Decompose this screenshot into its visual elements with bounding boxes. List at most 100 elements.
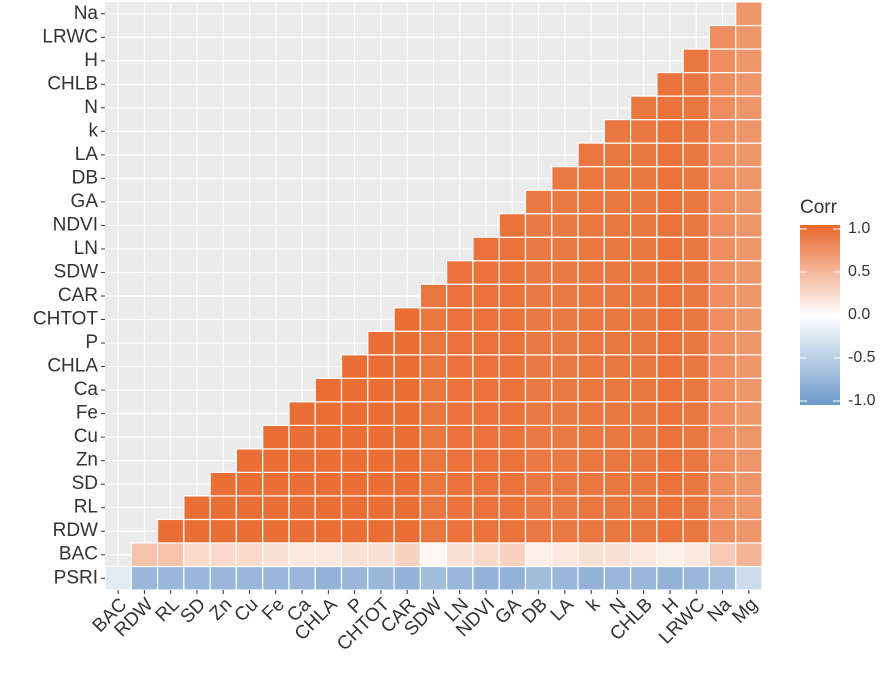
y-tick-label: PSRI — [54, 567, 98, 588]
y-tick-label: LA — [75, 144, 99, 165]
cell — [629, 495, 658, 521]
cell — [656, 260, 684, 285]
cell — [393, 424, 421, 450]
cell — [262, 565, 290, 591]
cell — [603, 565, 632, 591]
cell — [340, 401, 369, 426]
cell — [708, 283, 737, 309]
cell — [708, 95, 737, 121]
cell — [498, 377, 527, 403]
cell — [262, 518, 290, 544]
cell — [577, 495, 605, 521]
cell — [551, 471, 579, 497]
cell — [104, 565, 132, 591]
cell — [340, 424, 369, 450]
cell — [314, 495, 343, 521]
colorbar-tick-label: 0.5 — [848, 263, 870, 280]
cell — [340, 542, 369, 568]
cell — [735, 518, 763, 544]
cell — [183, 542, 211, 568]
cell — [498, 542, 527, 568]
cell — [446, 518, 474, 544]
cell — [419, 424, 448, 450]
cell — [551, 213, 579, 238]
cell — [603, 401, 632, 426]
y-tick-label: DB — [72, 167, 98, 188]
y-tick-label: LN — [74, 238, 98, 259]
cell — [340, 354, 369, 379]
cell — [577, 377, 605, 403]
cell — [393, 330, 421, 356]
cell — [419, 495, 448, 521]
cell — [629, 260, 658, 285]
cell — [735, 1, 763, 27]
cell — [708, 495, 737, 521]
cell — [656, 401, 684, 426]
cell — [735, 377, 763, 403]
cell — [340, 495, 369, 521]
cell — [577, 189, 605, 215]
cell — [235, 542, 264, 568]
cell — [682, 260, 711, 285]
cell — [682, 401, 711, 426]
cell — [156, 542, 185, 568]
cell — [656, 142, 684, 168]
cell — [735, 448, 763, 474]
cell — [577, 354, 605, 379]
cell — [472, 542, 500, 568]
cell — [682, 565, 711, 591]
cell — [235, 471, 264, 497]
colorbar-tick-label: -1.0 — [848, 392, 876, 409]
cell — [209, 565, 237, 591]
cell — [656, 518, 684, 544]
x-tick-label: LA — [547, 594, 579, 626]
cell — [603, 307, 632, 332]
cell — [577, 401, 605, 426]
cell — [629, 542, 658, 568]
cell — [735, 542, 763, 568]
cell — [551, 166, 579, 191]
cell — [288, 542, 316, 568]
cell — [446, 307, 474, 332]
cell — [577, 236, 605, 262]
cell — [472, 401, 500, 426]
cell — [629, 354, 658, 379]
cell — [551, 354, 579, 379]
cell — [367, 354, 395, 379]
cell — [603, 354, 632, 379]
cell — [551, 236, 579, 262]
cell — [367, 495, 395, 521]
y-tick-label: CHLA — [47, 356, 98, 377]
cell — [577, 307, 605, 332]
cell — [656, 330, 684, 356]
cell — [735, 424, 763, 450]
colorbar-tick-label: 0.0 — [848, 306, 870, 323]
cell — [498, 495, 527, 521]
cell — [551, 448, 579, 474]
cell — [551, 495, 579, 521]
cell — [656, 71, 684, 97]
cell — [524, 213, 553, 238]
cell — [288, 471, 316, 497]
cell — [262, 424, 290, 450]
cell — [288, 495, 316, 521]
cell — [735, 71, 763, 97]
cell — [314, 565, 343, 591]
colorbar-tick-label: -0.5 — [848, 349, 876, 366]
cell — [603, 236, 632, 262]
cell — [577, 283, 605, 309]
cell — [498, 448, 527, 474]
cell — [656, 189, 684, 215]
cell — [603, 448, 632, 474]
cell — [629, 377, 658, 403]
cell — [393, 448, 421, 474]
cell — [735, 189, 763, 215]
cell — [419, 542, 448, 568]
cell — [656, 118, 684, 144]
cell — [656, 283, 684, 309]
cell — [419, 565, 448, 591]
cell — [314, 401, 343, 426]
x-tick-label: Mg — [728, 594, 762, 628]
cell — [629, 307, 658, 332]
